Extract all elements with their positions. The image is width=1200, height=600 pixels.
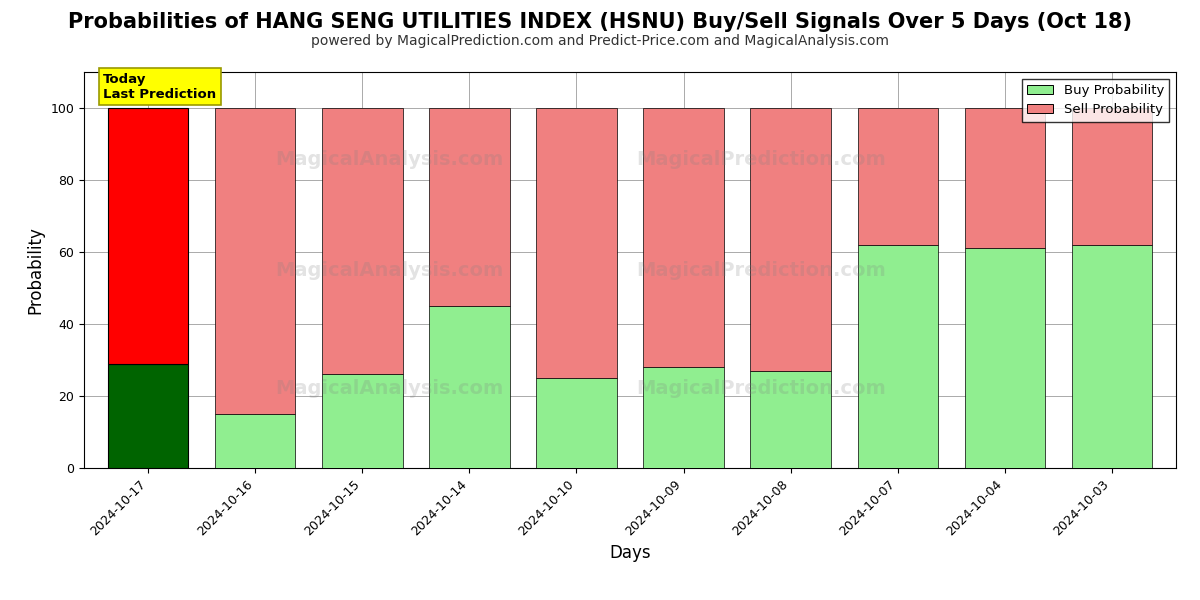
Legend: Buy Probability, Sell Probability: Buy Probability, Sell Probability bbox=[1021, 79, 1170, 122]
Bar bbox=[323, 108, 402, 374]
Bar bbox=[215, 108, 295, 414]
Bar bbox=[536, 378, 617, 468]
Y-axis label: Probability: Probability bbox=[26, 226, 44, 314]
Text: MagicalAnalysis.com: MagicalAnalysis.com bbox=[276, 260, 504, 280]
Text: Today
Last Prediction: Today Last Prediction bbox=[103, 73, 216, 101]
Bar bbox=[323, 374, 402, 468]
Bar bbox=[643, 367, 724, 468]
Bar bbox=[430, 306, 510, 468]
Bar bbox=[965, 248, 1045, 468]
Bar bbox=[108, 108, 188, 364]
Bar bbox=[965, 108, 1045, 248]
Bar bbox=[750, 108, 830, 371]
Bar bbox=[108, 364, 188, 468]
Text: MagicalAnalysis.com: MagicalAnalysis.com bbox=[276, 149, 504, 169]
Bar bbox=[215, 414, 295, 468]
Bar bbox=[750, 371, 830, 468]
Text: powered by MagicalPrediction.com and Predict-Price.com and MagicalAnalysis.com: powered by MagicalPrediction.com and Pre… bbox=[311, 34, 889, 48]
Bar bbox=[536, 108, 617, 378]
Bar bbox=[1072, 245, 1152, 468]
Bar bbox=[858, 245, 937, 468]
Bar bbox=[1072, 108, 1152, 245]
Text: MagicalPrediction.com: MagicalPrediction.com bbox=[636, 379, 886, 398]
Text: MagicalPrediction.com: MagicalPrediction.com bbox=[636, 260, 886, 280]
Text: MagicalPrediction.com: MagicalPrediction.com bbox=[636, 149, 886, 169]
Bar bbox=[858, 108, 937, 245]
Bar bbox=[430, 108, 510, 306]
Text: MagicalAnalysis.com: MagicalAnalysis.com bbox=[276, 379, 504, 398]
Bar bbox=[643, 108, 724, 367]
Text: Probabilities of HANG SENG UTILITIES INDEX (HSNU) Buy/Sell Signals Over 5 Days (: Probabilities of HANG SENG UTILITIES IND… bbox=[68, 12, 1132, 32]
X-axis label: Days: Days bbox=[610, 544, 650, 562]
